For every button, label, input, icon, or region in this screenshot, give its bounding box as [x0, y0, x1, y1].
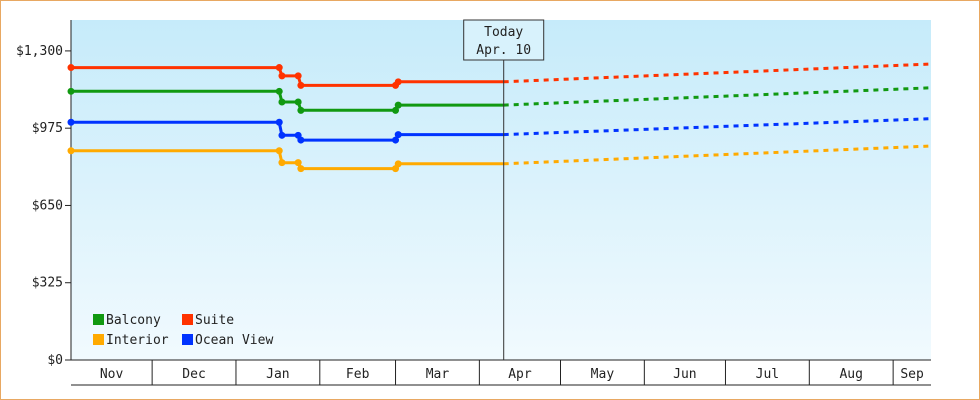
- data-point: [278, 159, 286, 167]
- data-point: [294, 72, 302, 80]
- legend-label: Balcony: [106, 313, 161, 328]
- forecast-line: [503, 144, 932, 166]
- x-tick-label: Jan: [266, 367, 289, 382]
- x-tick-label: Jul: [756, 367, 779, 382]
- data-point: [278, 98, 286, 106]
- y-tick-label: $325: [32, 276, 63, 291]
- x-tick-label: Aug: [839, 367, 862, 382]
- x-axis: Nov Dec Jan Feb Mar Apr May Jun Jul Aug Sep: [71, 359, 931, 386]
- today-label: Today: [484, 25, 523, 40]
- data-point: [67, 147, 75, 155]
- data-point: [297, 106, 305, 114]
- series-balcony: [67, 86, 932, 114]
- today-box: [463, 19, 545, 61]
- legend-label: Ocean View: [195, 333, 273, 348]
- legend-swatch: [93, 314, 104, 325]
- data-point: [394, 131, 402, 139]
- data-point: [275, 87, 283, 95]
- data-point: [392, 136, 400, 144]
- legend-swatch: [93, 334, 104, 345]
- data-point: [394, 160, 402, 168]
- legend-swatch: [182, 334, 193, 345]
- data-point: [394, 78, 402, 86]
- data-point: [275, 118, 283, 126]
- legend-label: Suite: [195, 313, 234, 328]
- series-ocean-view: [67, 117, 932, 144]
- x-tick-label: Mar: [426, 367, 450, 382]
- y-axis: $0 $325 $650 $975 $1,300: [16, 20, 72, 368]
- data-point: [67, 64, 75, 72]
- data-point: [275, 64, 283, 72]
- legend-swatch: [182, 314, 193, 325]
- data-point: [278, 72, 286, 80]
- legend: Balcony Suite Interior Ocean View: [93, 313, 273, 348]
- series-layer: [67, 62, 932, 173]
- today-marker: Today Apr. 10: [463, 19, 545, 360]
- legend-label: Interior: [106, 333, 169, 348]
- data-point: [67, 118, 75, 126]
- x-tick-label: May: [591, 367, 615, 382]
- today-date: Apr. 10: [476, 43, 531, 58]
- plot-area: [71, 20, 931, 360]
- x-tick-label: Nov: [100, 367, 124, 382]
- series-suite: [67, 62, 932, 89]
- x-tick-label: Feb: [346, 367, 370, 382]
- data-point: [67, 87, 75, 95]
- forecast-line: [503, 86, 932, 107]
- data-point: [297, 136, 305, 144]
- y-tick-label: $1,300: [16, 44, 63, 59]
- forecast-line: [503, 117, 932, 137]
- data-point: [392, 106, 400, 114]
- data-point: [275, 147, 283, 155]
- x-tick-label: Sep: [900, 367, 924, 382]
- y-tick-label: $975: [32, 121, 63, 136]
- y-tick-label: $0: [47, 353, 63, 368]
- x-tick-label: Dec: [182, 367, 205, 382]
- data-point: [294, 98, 302, 106]
- data-point: [278, 131, 286, 139]
- series-interior: [67, 144, 932, 173]
- x-tick-label: Apr: [508, 367, 532, 382]
- forecast-line: [503, 62, 932, 84]
- y-tick-label: $650: [32, 198, 63, 213]
- data-point: [394, 101, 402, 109]
- data-point: [297, 165, 305, 173]
- data-point: [294, 159, 302, 167]
- x-tick-label: Jun: [673, 367, 696, 382]
- data-point: [297, 81, 305, 89]
